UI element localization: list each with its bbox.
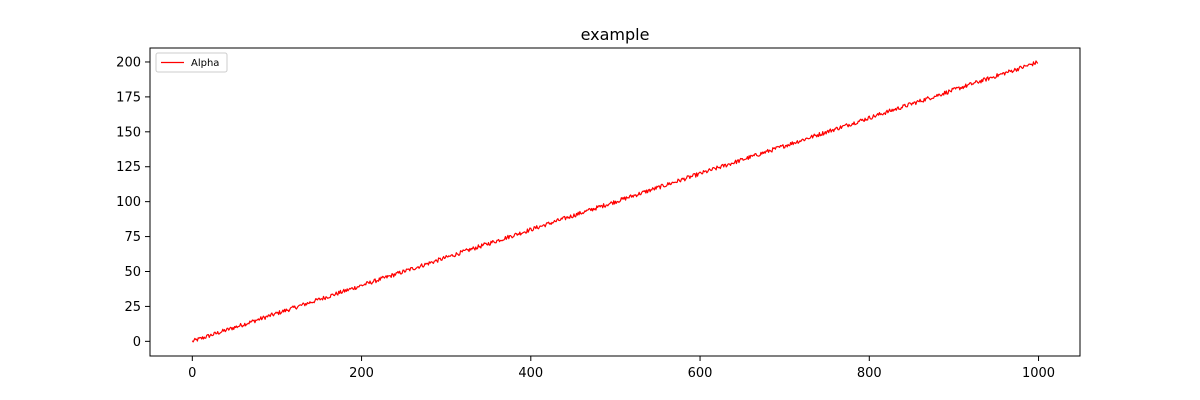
- x-tick-label: 200: [349, 366, 374, 381]
- x-tick-label: 400: [518, 366, 543, 381]
- x-tick-label: 0: [188, 366, 196, 381]
- y-tick-label: 200: [116, 55, 141, 70]
- x-tick-label: 800: [857, 366, 882, 381]
- y-tick-label: 50: [124, 265, 141, 280]
- y-tick-label: 125: [116, 160, 141, 175]
- y-tick-label: 100: [116, 195, 141, 210]
- series-line-alpha: [191, 60, 1039, 343]
- chart-title: example: [581, 25, 650, 44]
- legend: Alpha: [155, 52, 228, 73]
- y-tick-label: 25: [124, 300, 141, 315]
- series-layer: [191, 60, 1039, 343]
- y-tick-label: 75: [124, 230, 141, 245]
- x-tick-label: 1000: [1022, 366, 1055, 381]
- y-tick-label: 175: [116, 90, 141, 105]
- legend-box: [155, 52, 228, 73]
- x-axis: 0 200 400 600 800 1000: [188, 356, 1055, 381]
- y-tick-label: 0: [133, 335, 141, 350]
- y-tick-label: 150: [116, 125, 141, 140]
- y-axis: 0 25 50 75 100 125 150 175 200: [116, 55, 150, 350]
- legend-label: Alpha: [191, 58, 219, 69]
- x-tick-label: 600: [688, 366, 713, 381]
